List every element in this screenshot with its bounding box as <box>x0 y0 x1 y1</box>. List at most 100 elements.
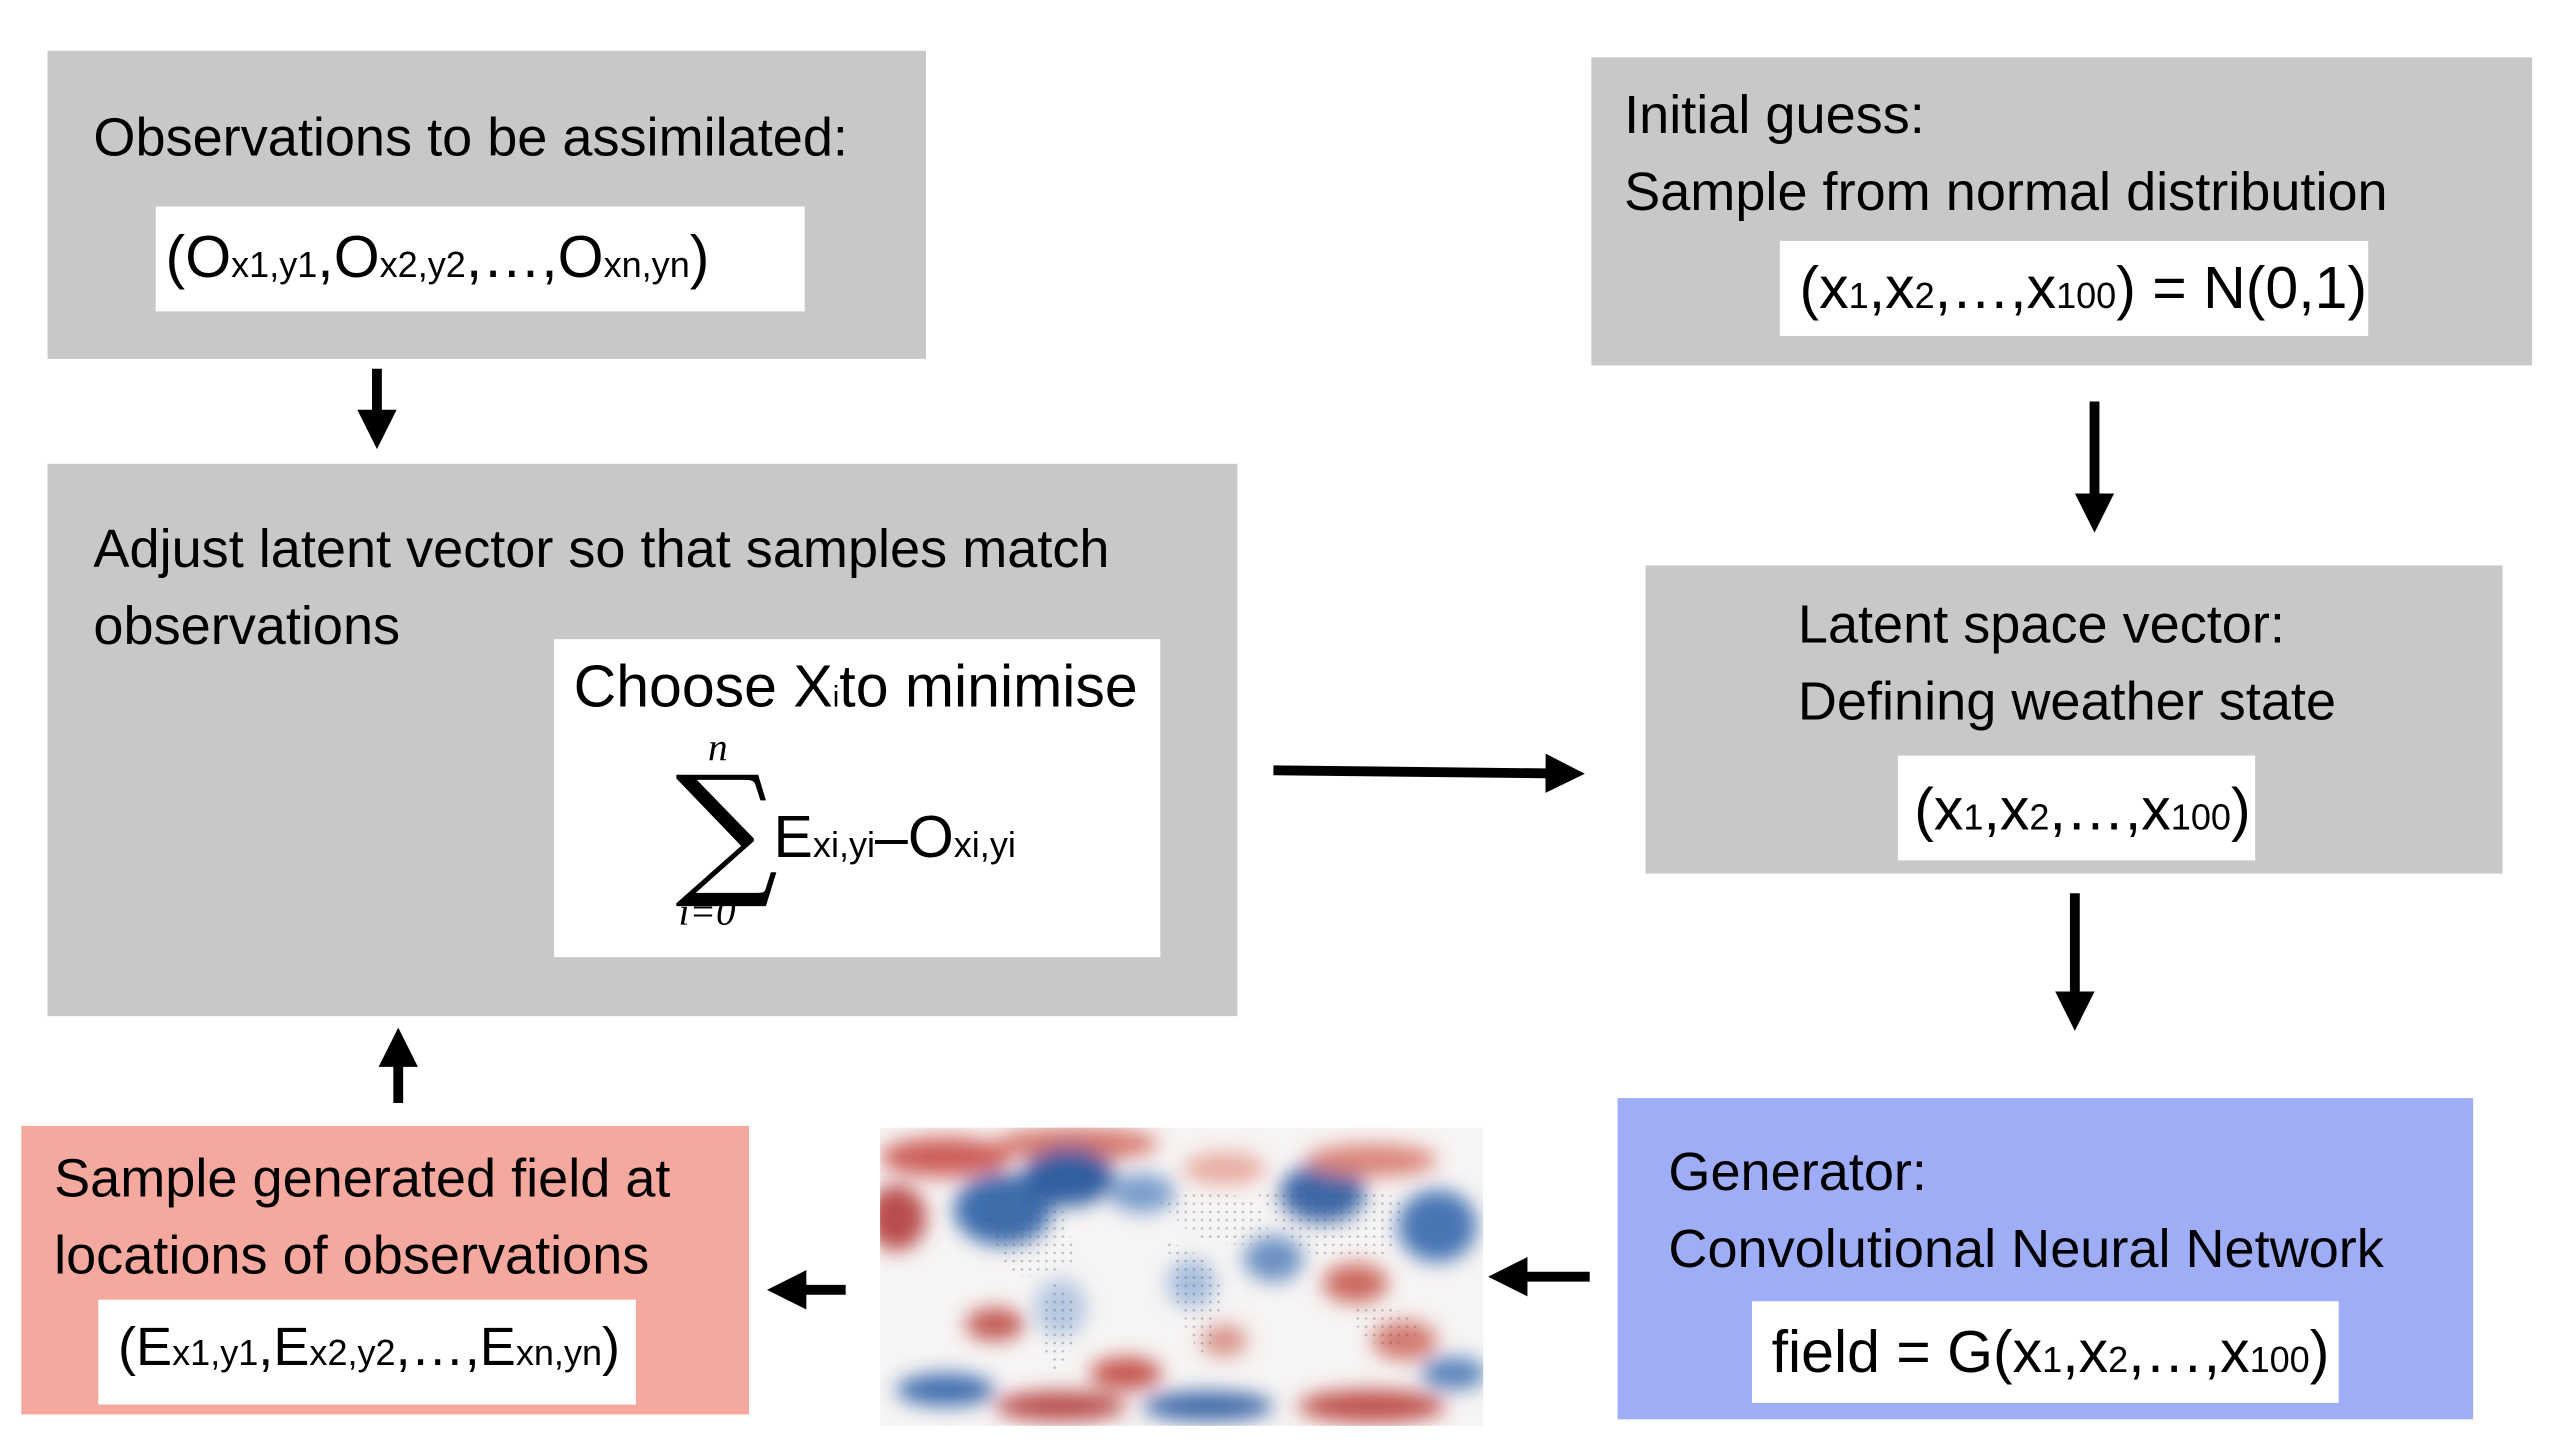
latent-item-sub: 1 <box>1963 796 1984 838</box>
latent-comma: , <box>2062 1317 2079 1385</box>
observations-title: Observations to be assimilated: <box>93 106 848 168</box>
latent-item-sub: 1 <box>2042 1338 2063 1380</box>
sample-item: E <box>136 1316 173 1377</box>
sample-line2: locations of observations <box>54 1224 650 1285</box>
term-e: E <box>773 803 813 871</box>
generator-line1: Generator: <box>1668 1140 1927 1202</box>
latent-item: … <box>2144 1317 2204 1385</box>
latent-item: x <box>1819 254 1849 322</box>
latent-line1: Latent space vector: <box>1797 593 2285 654</box>
observation-item: O <box>557 222 604 291</box>
sigma-symbol: ∑ <box>675 744 779 913</box>
observation-comma: , <box>317 222 334 291</box>
generator-lhs: field = G( <box>1771 1317 2013 1385</box>
minus-sign: – <box>875 803 908 871</box>
observation-item-sub: x2,y2 <box>379 244 466 286</box>
sample-item-sub: x1,y1 <box>172 1332 259 1374</box>
latent-comma: , <box>2010 254 2027 322</box>
generator-formula-box: field = G(x 1, x 2,…, x 100) <box>1751 1301 2339 1403</box>
observation-close-paren: ) <box>689 222 710 291</box>
sample-comma: , <box>464 1316 480 1377</box>
adjust-box: Adjust latent vector so that samples mat… <box>47 463 1238 1017</box>
sample-comma: , <box>395 1316 411 1377</box>
observation-comma: , <box>465 222 483 291</box>
latent-item: x <box>1885 254 1915 322</box>
choose-text: Choose X <box>573 652 833 720</box>
latent-item-sub: 2 <box>2029 796 2050 838</box>
sample-item-sub: x2,y2 <box>309 1332 396 1374</box>
latent-vector: (x 1, x 2,…, x 100) <box>1914 775 2251 844</box>
sum-upper-limit: n <box>708 727 728 771</box>
latent-item-sub: 2 <box>1914 275 1935 317</box>
latent-item: x <box>2026 254 2057 322</box>
summation: n ∑ i=0 <box>672 728 787 941</box>
observation-item: O <box>333 222 380 291</box>
sample-item: E <box>479 1316 516 1377</box>
latent-item: x <box>2220 1317 2250 1385</box>
choose-sub: i <box>832 680 840 713</box>
initial-guess-box: Initial guess: Sample from normal distri… <box>1591 57 2533 366</box>
latent-comma: , <box>2203 1317 2221 1385</box>
latent-comma: , <box>2124 775 2142 843</box>
sample-item-sub: xn,yn <box>515 1332 603 1374</box>
latent-comma: , <box>2049 775 2066 843</box>
latent-item: … <box>1951 254 2011 322</box>
initial-guess-formula-box: (x 1, x 2,…, x 100) = N(0,1) <box>1779 240 2369 336</box>
latent-item: … <box>2065 775 2125 843</box>
sample-open-paren: ( <box>118 1316 137 1377</box>
generator-line2: Convolutional Neural Network <box>1668 1217 2384 1279</box>
latent-item-sub: 100 <box>2056 275 2117 317</box>
latent-vector-generator: x 1, x 2,…, x 100 <box>2013 1318 2310 1387</box>
term-o-sub: xi,yi <box>953 824 1016 866</box>
arrow-adjust-to-latent <box>1273 753 1585 794</box>
adjust-line1: Adjust latent vector so that samples mat… <box>93 517 1110 579</box>
latent-item-sub: 100 <box>2170 796 2231 838</box>
observation-item-sub: x1,y1 <box>231 244 318 286</box>
generated-field-map <box>880 1127 1484 1426</box>
latent-item-sub: 1 <box>1848 275 1869 317</box>
term-e-sub: xi,yi <box>812 824 876 866</box>
latent-item-sub: 100 <box>2249 1338 2310 1380</box>
sample-close-paren: ) <box>602 1316 621 1377</box>
sample-comma: , <box>258 1316 274 1377</box>
sample-line1: Sample generated field at <box>54 1147 671 1208</box>
initial-guess-formula: (x 1, x 2,…, x 100) = N(0,1) <box>1799 254 2368 322</box>
latent-vector-box: (x 1, x 2,…, x 100) <box>1897 755 2256 861</box>
latent-space-box: Latent space vector: Defining weather st… <box>1645 565 2503 874</box>
generator-box: Generator: Convolutional Neural Network … <box>1617 1098 2474 1420</box>
observation-item: O <box>185 222 232 291</box>
latent-vector-items: x 1, x 2,…, x 100 <box>1934 775 2231 844</box>
observation-comma: , <box>541 222 558 291</box>
latent-item: x <box>2141 775 2171 843</box>
generator-formula: field = G(x 1, x 2,…, x 100) <box>1771 1317 2330 1387</box>
latent-line2: Defining weather state <box>1797 670 2337 731</box>
latent-item: x <box>2078 1317 2109 1385</box>
choose-tail: to minimise <box>839 652 1138 720</box>
latent-item: x <box>1999 775 2030 843</box>
observation-open-paren: ( <box>165 222 186 291</box>
adjust-line2: observations <box>93 594 401 656</box>
normal-distribution-rhs: ) = N(0,1) <box>2116 254 2368 322</box>
latent-item-sub: 2 <box>2108 1338 2129 1380</box>
observation-item-sub: xn,yn <box>603 244 690 286</box>
initial-guess-line2: Sample from normal distribution <box>1624 160 2388 222</box>
sample-item: E <box>273 1316 310 1377</box>
sum-lower-limit: i=0 <box>678 891 736 935</box>
term-o: O <box>907 803 954 871</box>
initial-guess-line1: Initial guess: <box>1624 83 1925 145</box>
latent-comma: , <box>1983 775 2000 843</box>
latent-item: x <box>2012 1317 2043 1385</box>
latent-item: x <box>1933 775 1964 843</box>
latent-comma: , <box>1868 254 1886 322</box>
sample-item: … <box>410 1316 465 1377</box>
observation-item: … <box>482 222 542 291</box>
